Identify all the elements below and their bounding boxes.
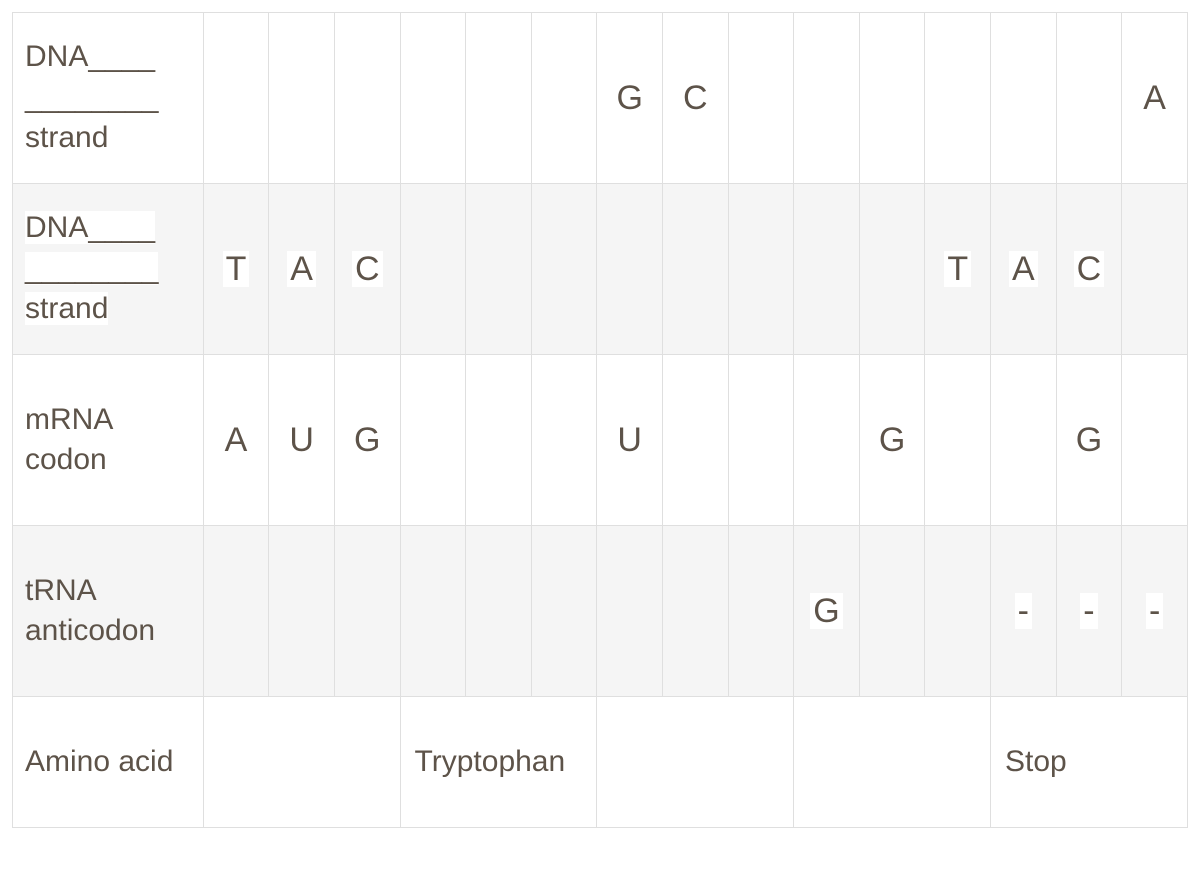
cell: A — [991, 184, 1057, 355]
cell — [334, 13, 400, 184]
cell — [1122, 184, 1188, 355]
cell — [728, 355, 794, 526]
cell — [925, 355, 991, 526]
cell — [859, 13, 925, 184]
cell — [925, 13, 991, 184]
row-header: Amino acid — [13, 697, 204, 828]
cell — [466, 184, 532, 355]
amino-cell — [794, 697, 991, 828]
cell — [531, 355, 597, 526]
cell: A — [269, 184, 335, 355]
cell — [531, 526, 597, 697]
cell: U — [597, 355, 663, 526]
row-header: tRNA anticodon — [13, 526, 204, 697]
cell — [400, 13, 466, 184]
cell — [400, 526, 466, 697]
cell — [662, 184, 728, 355]
cell — [859, 184, 925, 355]
cell — [991, 13, 1057, 184]
cell: G — [859, 355, 925, 526]
cell — [531, 184, 597, 355]
cell: G — [597, 13, 663, 184]
cell: T — [203, 184, 269, 355]
cell — [728, 13, 794, 184]
cell: G — [1056, 355, 1122, 526]
row-header: mRNA codon — [13, 355, 204, 526]
cell — [991, 355, 1057, 526]
cell — [728, 184, 794, 355]
cell: C — [334, 184, 400, 355]
cell — [597, 184, 663, 355]
cell — [597, 526, 663, 697]
amino-cell — [203, 697, 400, 828]
cell — [1122, 355, 1188, 526]
amino-cell — [597, 697, 794, 828]
cell — [400, 355, 466, 526]
cell — [400, 184, 466, 355]
cell — [334, 526, 400, 697]
amino-cell: Tryptophan — [400, 697, 597, 828]
cell — [1056, 13, 1122, 184]
row-label: mRNA codon — [25, 403, 112, 477]
cell — [466, 526, 532, 697]
row-label: Amino acid — [25, 745, 173, 778]
cell: U — [269, 355, 335, 526]
row-dna-strand-1: DNA____ ________ strand G C A — [13, 13, 1188, 184]
row-mrna-codon: mRNA codon A U G U G G — [13, 355, 1188, 526]
cell — [859, 526, 925, 697]
row-label: DNA____ ________ strand — [25, 211, 158, 325]
row-label: tRNA anticodon — [25, 574, 155, 648]
cell — [203, 526, 269, 697]
cell — [794, 184, 860, 355]
row-header: DNA____ ________ strand — [13, 13, 204, 184]
cell — [794, 13, 860, 184]
row-header: DNA____ ________ strand — [13, 184, 204, 355]
cell — [925, 526, 991, 697]
cell: T — [925, 184, 991, 355]
amino-cell: Stop — [991, 697, 1188, 828]
codon-table: DNA____ ________ strand G C A DNA____ __… — [12, 12, 1188, 828]
cell: G — [794, 526, 860, 697]
cell — [662, 526, 728, 697]
cell — [269, 13, 335, 184]
cell: A — [1122, 13, 1188, 184]
cell — [466, 13, 532, 184]
row-trna-anticodon: tRNA anticodon G - - - — [13, 526, 1188, 697]
cell: - — [1122, 526, 1188, 697]
cell — [466, 355, 532, 526]
row-dna-strand-2: DNA____ ________ strand T A C T A C — [13, 184, 1188, 355]
cell — [269, 526, 335, 697]
cell: A — [203, 355, 269, 526]
row-label: DNA____ ________ strand — [25, 40, 158, 154]
cell: G — [334, 355, 400, 526]
cell: - — [991, 526, 1057, 697]
cell — [662, 355, 728, 526]
cell: C — [1056, 184, 1122, 355]
cell — [794, 355, 860, 526]
cell — [728, 526, 794, 697]
cell — [203, 13, 269, 184]
cell: - — [1056, 526, 1122, 697]
cell: C — [662, 13, 728, 184]
cell — [531, 13, 597, 184]
row-amino-acid: Amino acid Tryptophan Stop — [13, 697, 1188, 828]
